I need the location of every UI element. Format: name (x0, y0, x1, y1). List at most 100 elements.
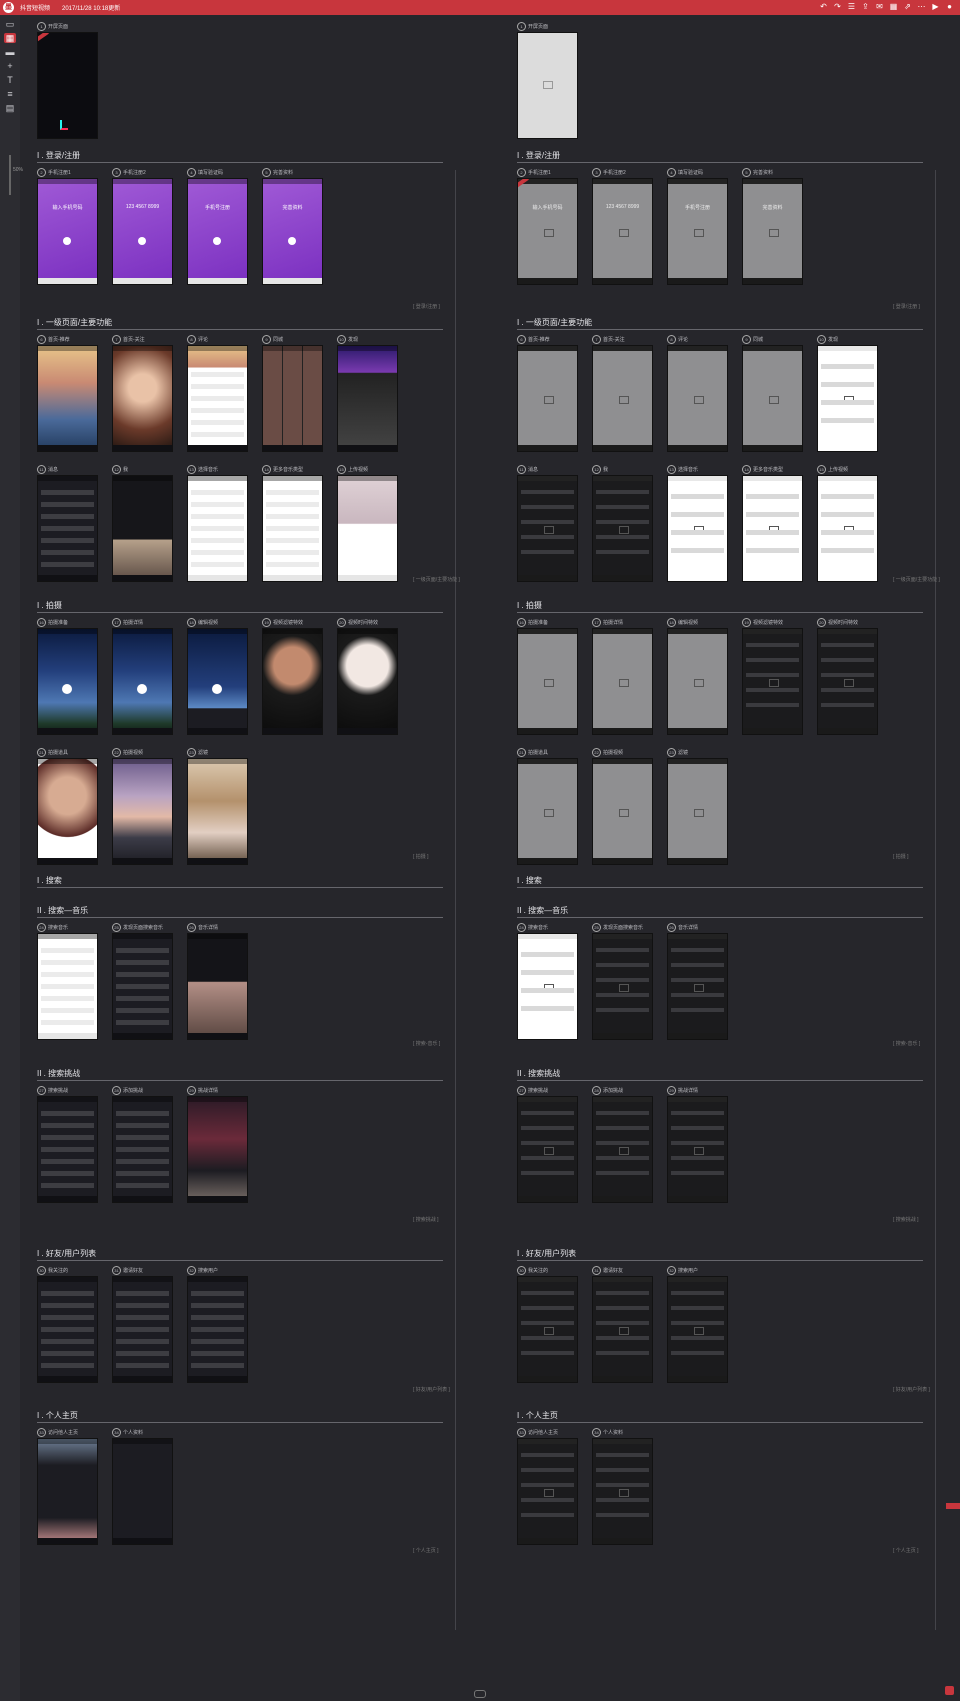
phone-frame[interactable] (112, 475, 173, 582)
page-indicator-icon[interactable] (474, 1690, 486, 1698)
phone-frame[interactable] (187, 475, 248, 582)
phone-frame[interactable]: 输入手机号码 (517, 178, 578, 285)
phone-frame[interactable] (187, 758, 248, 865)
record-button-icon[interactable] (288, 237, 296, 245)
phone-frame[interactable] (517, 475, 578, 582)
phone-frame[interactable]: 完善资料 (262, 178, 323, 285)
bottom-nav (338, 575, 397, 581)
phone-frame[interactable] (337, 345, 398, 452)
phone-frame[interactable] (112, 628, 173, 735)
redo-icon[interactable]: ↷ (834, 2, 841, 11)
phone-frame[interactable] (112, 345, 173, 452)
phone-frame[interactable] (667, 345, 728, 452)
phone-frame[interactable] (592, 475, 653, 582)
phone-frame[interactable] (742, 475, 803, 582)
phone-frame[interactable] (592, 1438, 653, 1545)
record-button-icon[interactable] (213, 237, 221, 245)
phone-frame[interactable]: 完善资料 (742, 178, 803, 285)
pages-icon[interactable]: ▭ (5, 19, 15, 29)
record-button-icon[interactable] (63, 237, 71, 245)
help-icon[interactable] (945, 1686, 954, 1695)
phone-frame[interactable] (592, 628, 653, 735)
phone-frame[interactable] (112, 1276, 173, 1383)
text-icon[interactable]: T (7, 75, 13, 85)
phone-frame[interactable] (667, 475, 728, 582)
phone-frame[interactable]: 123 4567 8999 (112, 178, 173, 285)
app-logo-icon[interactable]: 墨 (3, 2, 14, 13)
grid-icon[interactable]: ▦ (4, 33, 16, 43)
phone-frame[interactable] (37, 933, 98, 1040)
notes-icon[interactable]: ☰ (847, 2, 856, 11)
side-tab-button[interactable] (946, 1503, 960, 1509)
phone-frame[interactable] (817, 475, 878, 582)
phone-frame[interactable] (37, 345, 98, 452)
phone-frame[interactable]: 123 4567 8999 (592, 178, 653, 285)
share-icon[interactable]: ⇪ (862, 2, 869, 11)
phone-frame[interactable] (187, 345, 248, 452)
phone-frame[interactable] (37, 1276, 98, 1383)
phone-frame[interactable] (337, 475, 398, 582)
phone-frame[interactable] (37, 758, 98, 865)
phone-frame[interactable] (187, 1096, 248, 1203)
phone-frame[interactable] (262, 628, 323, 735)
record-button-icon[interactable] (212, 684, 222, 694)
phone-frame[interactable] (742, 628, 803, 735)
phone-frame[interactable] (517, 1096, 578, 1203)
user-icon[interactable]: ● (947, 2, 952, 11)
phone-frame[interactable] (112, 933, 173, 1040)
phone-frame[interactable]: 手机号注册 (667, 178, 728, 285)
phone-frame[interactable] (262, 475, 323, 582)
phone-frame[interactable] (667, 1276, 728, 1383)
phone-frame[interactable] (187, 1276, 248, 1383)
more-icon[interactable]: ⋯ (917, 2, 926, 11)
phone-frame[interactable] (187, 628, 248, 735)
screen-title: 我 (603, 467, 609, 473)
phone-frame[interactable] (37, 32, 98, 139)
phone-frame[interactable] (592, 933, 653, 1040)
layers-icon[interactable]: ▤ (5, 103, 15, 113)
record-button-icon[interactable] (62, 684, 72, 694)
phone-frame[interactable] (187, 933, 248, 1040)
phone-frame[interactable] (592, 1276, 653, 1383)
undo-icon[interactable]: ↶ (820, 2, 827, 11)
phone-frame[interactable] (262, 345, 323, 452)
external-icon[interactable]: ⇗ (904, 2, 911, 11)
comment-icon[interactable]: ✉ (876, 2, 883, 11)
phone-frame[interactable] (592, 345, 653, 452)
zoom-slider[interactable] (9, 155, 11, 195)
phone-frame[interactable] (742, 345, 803, 452)
folder-icon[interactable]: ▬ (5, 47, 15, 57)
phone-frame[interactable] (37, 628, 98, 735)
phone-frame[interactable] (592, 1096, 653, 1203)
phone-frame[interactable] (112, 758, 173, 865)
phone-frame[interactable] (517, 1276, 578, 1383)
phone-frame[interactable] (37, 1438, 98, 1545)
phone-frame[interactable] (337, 628, 398, 735)
phone-frame[interactable] (517, 628, 578, 735)
phone-frame[interactable] (817, 345, 878, 452)
phone-frame[interactable] (37, 475, 98, 582)
project-title[interactable]: 抖音短视频 (20, 6, 51, 12)
phone-frame[interactable]: 手机号注册 (187, 178, 248, 285)
phone-frame[interactable] (817, 628, 878, 735)
phone-frame[interactable] (517, 345, 578, 452)
phone-frame[interactable] (517, 933, 578, 1040)
phone-frame[interactable] (592, 758, 653, 865)
phone-frame[interactable] (112, 1438, 173, 1545)
phone-frame[interactable] (667, 628, 728, 735)
record-button-icon[interactable] (138, 237, 146, 245)
list-icon[interactable]: ≡ (7, 89, 13, 99)
phone-frame[interactable] (517, 32, 578, 139)
phone-frame[interactable] (517, 1438, 578, 1545)
record-button-icon[interactable] (137, 684, 147, 694)
phone-frame[interactable] (667, 933, 728, 1040)
plus-icon[interactable]: + (7, 61, 13, 71)
phone-frame[interactable] (517, 758, 578, 865)
play-icon[interactable]: ▶ (932, 2, 939, 11)
phone-frame[interactable] (667, 758, 728, 865)
phone-frame[interactable]: 输入手机号码 (37, 178, 98, 285)
calendar-icon[interactable]: ▦ (889, 2, 898, 11)
phone-frame[interactable] (112, 1096, 173, 1203)
phone-frame[interactable] (37, 1096, 98, 1203)
phone-frame[interactable] (667, 1096, 728, 1203)
